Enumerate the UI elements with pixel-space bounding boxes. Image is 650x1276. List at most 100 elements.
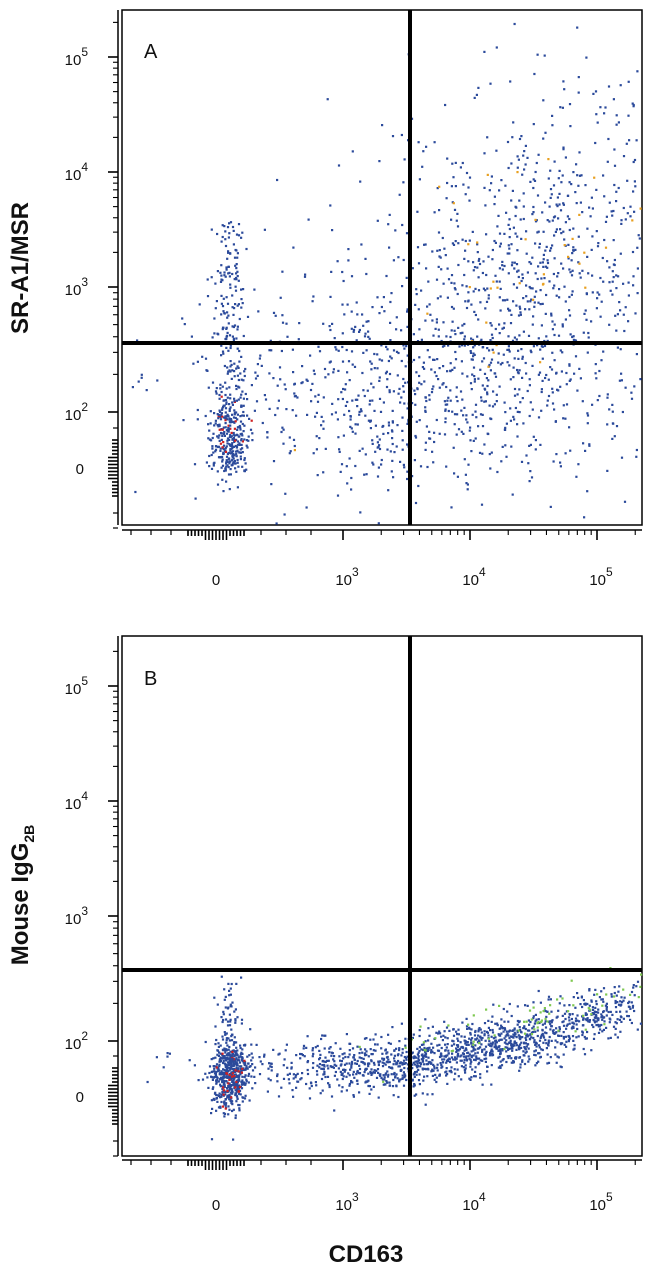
event-dot: [529, 443, 532, 446]
event-dot: [550, 314, 553, 317]
event-dot: [529, 349, 532, 352]
event-dot: [457, 1033, 460, 1036]
event-dot: [221, 224, 224, 227]
event-dot: [411, 475, 414, 478]
event-dot: [318, 1049, 321, 1052]
event-dot: [562, 203, 565, 206]
event-dot: [516, 235, 519, 238]
event-dot: [231, 1056, 234, 1059]
event-dot: [588, 1019, 591, 1022]
event-dot: [509, 322, 513, 325]
event-dot: [503, 232, 506, 235]
event-dot: [238, 1109, 241, 1112]
event-dot: [502, 1058, 505, 1061]
event-dot: [499, 1027, 502, 1030]
event-dot: [213, 1098, 216, 1101]
event-dot: [346, 400, 349, 404]
event-dot: [473, 375, 476, 378]
event-dot: [395, 316, 398, 319]
event-dot: [239, 428, 242, 431]
event-dot: [559, 465, 562, 468]
event-dot: [226, 1044, 229, 1047]
event-dot: [190, 335, 193, 338]
event-dot: [422, 1043, 425, 1046]
event-dot: [564, 417, 567, 420]
event-dot: [350, 1080, 353, 1083]
event-dot: [486, 1065, 489, 1068]
event-dot: [430, 1042, 433, 1045]
event-dot: [534, 1064, 537, 1067]
event-dot: [507, 1034, 510, 1037]
event-dot: [345, 465, 348, 468]
event-dot: [233, 278, 236, 281]
event-dot: [316, 1064, 319, 1067]
event-dot: [534, 1030, 537, 1033]
event-dot: [226, 311, 229, 314]
event-dot: [445, 197, 448, 200]
event-dot: [320, 415, 323, 418]
event-dot: [621, 410, 624, 414]
event-dot: [454, 333, 457, 336]
event-dot: [532, 123, 535, 126]
event-dot: [384, 1073, 387, 1076]
event-dot: [613, 164, 617, 167]
event-dot: [367, 419, 370, 422]
event-dot: [512, 1060, 515, 1063]
event-dot: [564, 1035, 568, 1038]
event-dot: [507, 1056, 510, 1060]
event-dot: [448, 1029, 451, 1032]
event-dot: [380, 1076, 383, 1079]
event-dot: [565, 383, 568, 386]
event-dot: [314, 395, 317, 398]
event-dot: [228, 275, 231, 278]
event-dot: [476, 266, 479, 269]
event-dot: [520, 1031, 523, 1034]
event-dot: [439, 1052, 443, 1055]
event-dot: [431, 1074, 434, 1077]
event-dot: [494, 1042, 497, 1045]
event-dot: [331, 1052, 334, 1055]
event-dot: [463, 1035, 466, 1038]
event-dot: [470, 1076, 473, 1079]
event-dot: [489, 417, 492, 420]
event-dot: [540, 1035, 543, 1038]
event-dot: [483, 387, 486, 390]
event-dot: [213, 412, 216, 415]
event-dot: [553, 160, 556, 163]
event-dot: [221, 1038, 225, 1041]
event-dot: [469, 439, 472, 442]
event-dot: [335, 348, 338, 351]
event-dot: [216, 470, 219, 473]
event-dot: [442, 282, 445, 285]
event-dot: [468, 199, 471, 202]
event-dot: [505, 1042, 508, 1045]
event-dot: [221, 235, 224, 239]
event-dot: [574, 1030, 577, 1033]
event-dot: [578, 1020, 581, 1023]
event-dot: [561, 106, 564, 109]
event-dot: [602, 987, 606, 990]
event-dot: [378, 379, 381, 382]
event-dot: [619, 348, 622, 351]
event-dot: [498, 232, 502, 235]
event-dot: [312, 295, 315, 298]
event-dot: [234, 1083, 237, 1087]
event-dot: [376, 219, 379, 222]
event-dot: [617, 1003, 621, 1006]
event-dot: [365, 272, 368, 276]
event-dot: [259, 1060, 262, 1063]
event-dot: [222, 1071, 225, 1074]
event-dot: [531, 1027, 534, 1030]
event-dot: [494, 375, 498, 378]
event-dot: [219, 418, 223, 421]
event-dot: [391, 1026, 394, 1029]
x-tick-labels-a: 0 103 104 105: [212, 565, 613, 589]
event-dot: [504, 411, 507, 414]
event-dot: [446, 296, 449, 299]
event-dot: [611, 280, 614, 283]
event-dot: [445, 1070, 448, 1073]
event-dot: [619, 252, 622, 255]
event-dot: [402, 1071, 405, 1074]
event-dot: [391, 409, 394, 412]
event-dot: [546, 266, 549, 269]
